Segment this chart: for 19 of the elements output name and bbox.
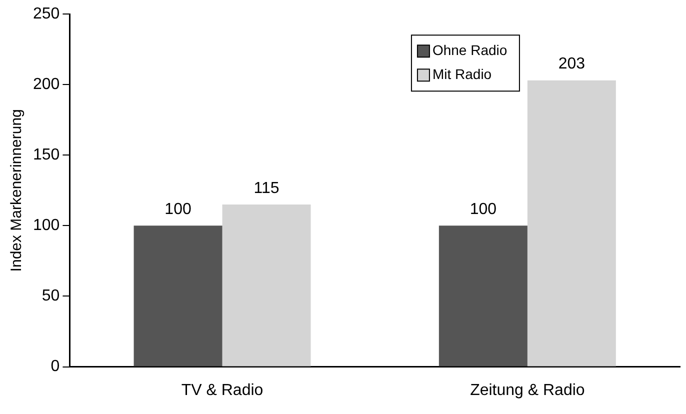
y-tick-label: 150	[32, 146, 60, 164]
y-tick-label: 100	[32, 217, 60, 234]
x-tick-label: Zeitung & Radio	[470, 382, 585, 399]
y-tick-label: 250	[32, 5, 60, 22]
bar	[134, 226, 222, 366]
bar	[438, 226, 528, 366]
data-label: 115	[254, 180, 280, 197]
data-label: 100	[164, 201, 192, 218]
bar	[527, 80, 616, 366]
legend-label: Ohne Radio	[432, 42, 508, 58]
data-label: 203	[558, 56, 586, 73]
legend-label: Mit Radio	[432, 66, 492, 82]
y-tick-label: 200	[32, 76, 60, 93]
x-tick-label: TV & Radio	[181, 382, 264, 399]
y-tick-label: 50	[42, 288, 60, 305]
bar	[222, 204, 311, 366]
y-tick-label: 0	[50, 358, 60, 376]
y-axis-title: Index Markenerinnerung	[8, 109, 26, 272]
data-label: 100	[470, 201, 497, 218]
